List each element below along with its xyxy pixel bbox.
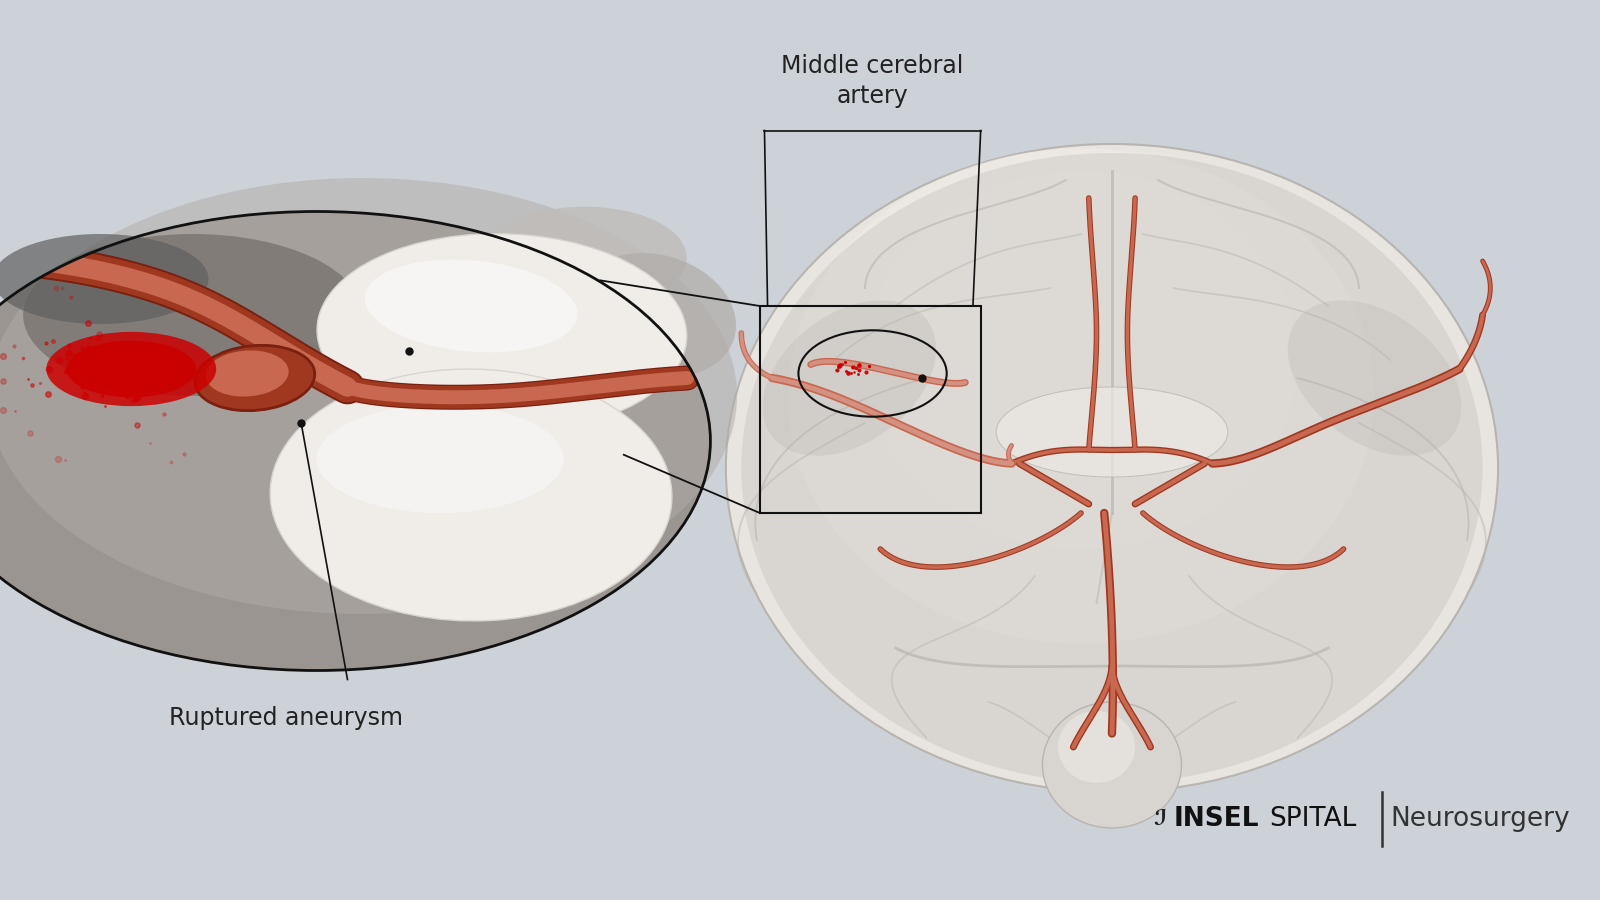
Ellipse shape — [997, 387, 1227, 477]
Ellipse shape — [85, 348, 178, 389]
Ellipse shape — [317, 405, 563, 513]
Ellipse shape — [472, 207, 686, 315]
Ellipse shape — [576, 253, 736, 377]
Ellipse shape — [1058, 711, 1134, 783]
Ellipse shape — [763, 301, 936, 455]
Ellipse shape — [726, 144, 1498, 792]
Ellipse shape — [787, 148, 1374, 644]
Bar — [760, 306, 981, 513]
Text: INSEL: INSEL — [1174, 806, 1259, 832]
Ellipse shape — [741, 153, 1483, 783]
Ellipse shape — [1043, 702, 1181, 828]
Circle shape — [0, 212, 710, 670]
Ellipse shape — [0, 234, 208, 324]
Ellipse shape — [22, 234, 363, 396]
Ellipse shape — [46, 332, 216, 406]
Ellipse shape — [205, 350, 288, 397]
Ellipse shape — [270, 369, 672, 621]
Text: Neurosurgery: Neurosurgery — [1390, 806, 1570, 832]
Ellipse shape — [1288, 301, 1461, 455]
Ellipse shape — [866, 171, 1298, 549]
Circle shape — [0, 178, 738, 614]
Ellipse shape — [317, 234, 686, 432]
Text: Middle cerebral
artery: Middle cerebral artery — [781, 54, 963, 108]
Text: ℐ: ℐ — [1152, 809, 1166, 829]
Text: Ruptured aneurysm: Ruptured aneurysm — [168, 706, 403, 731]
Text: SPITAL: SPITAL — [1269, 806, 1357, 832]
Ellipse shape — [195, 346, 315, 410]
Ellipse shape — [365, 259, 578, 353]
Ellipse shape — [67, 340, 197, 398]
